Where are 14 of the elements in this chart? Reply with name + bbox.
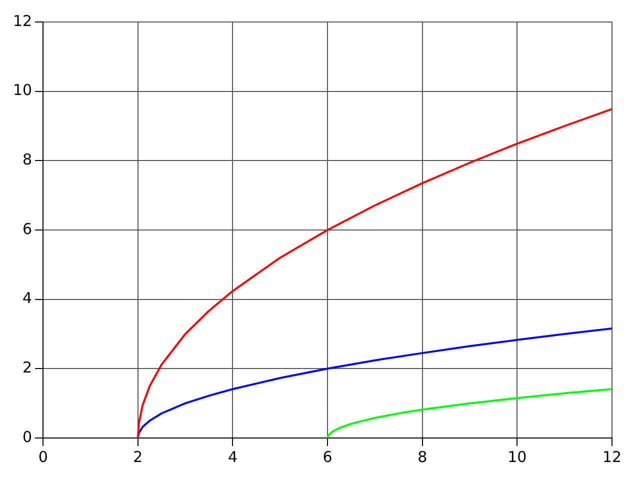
x-tick-label: 0	[38, 448, 48, 466]
y-tick-label: 12	[12, 12, 32, 30]
x-tick-label: 2	[133, 448, 143, 466]
x-tick-label: 6	[322, 448, 332, 466]
y-tick-label: 4	[22, 289, 32, 308]
y-tick-label: 8	[22, 150, 32, 169]
y-tick-label: 6	[22, 220, 32, 238]
x-tick-label: 8	[418, 448, 428, 466]
y-tick-label: 0	[22, 428, 32, 446]
x-tick-label: 4	[228, 448, 238, 466]
y-tick-label: 2	[22, 358, 32, 377]
x-tick-label: 10	[508, 448, 527, 466]
y-tick-label: 10	[12, 81, 32, 100]
x-tick-label: 12	[602, 448, 622, 466]
